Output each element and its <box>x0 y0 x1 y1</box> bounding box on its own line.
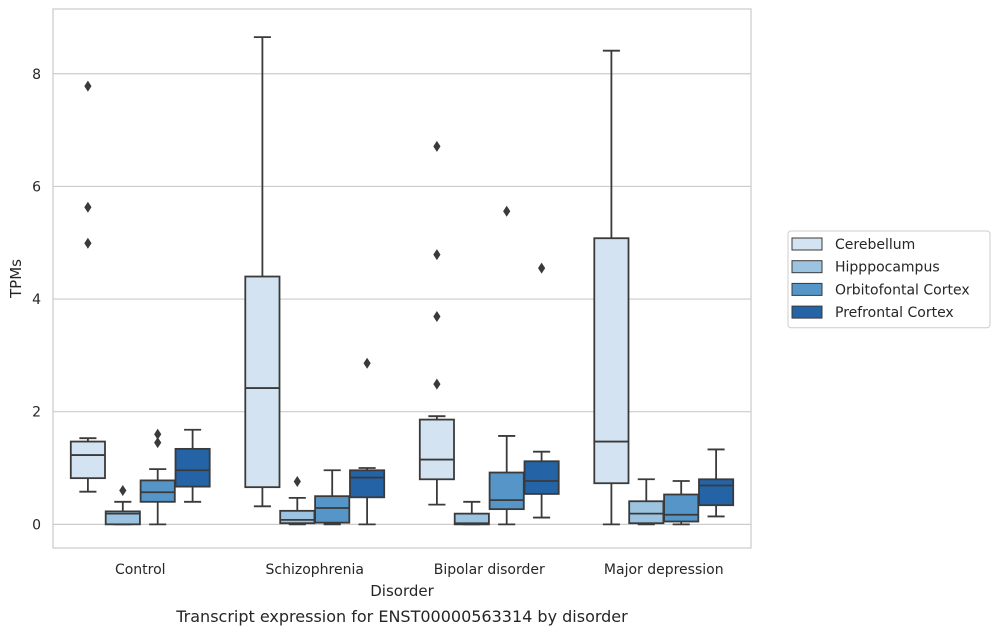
outlier-3 <box>433 140 441 152</box>
box-body <box>174 447 211 488</box>
outlier-0 <box>433 378 441 390</box>
box-body <box>349 469 386 499</box>
outlier-0 <box>503 205 511 217</box>
x-tick-label-0: Control <box>115 562 166 578</box>
outlier-0 <box>363 357 371 369</box>
legend-swatch-2 <box>791 282 823 296</box>
legend-label-2: Orbitofontal Cortex <box>835 282 970 298</box>
legend-swatch-0 <box>791 237 823 251</box>
box-0-0 <box>69 80 106 493</box>
box-0-1 <box>244 36 281 508</box>
legend-label-0: Cerebellum <box>835 237 915 253</box>
y-tick-label-3: 6 <box>32 179 41 195</box>
box-1-2 <box>453 500 490 526</box>
box-2-1 <box>314 469 351 526</box>
outlier-0 <box>293 476 301 488</box>
x-tick-label-3: Major depression <box>604 562 724 578</box>
box-body <box>279 509 316 525</box>
box-series <box>69 36 735 526</box>
box-body <box>418 418 455 481</box>
y-axis-label: TPMs <box>7 259 25 299</box>
box-0-3 <box>593 49 630 526</box>
legend-label-3: Prefrontal Cortex <box>835 305 954 321</box>
outlier-1 <box>433 311 441 323</box>
y-tick-label-0: 0 <box>32 517 41 533</box>
x-axis-label: Disorder <box>370 582 434 600</box>
box-3-0 <box>174 428 211 503</box>
y-tick-label-1: 2 <box>32 405 41 421</box>
box-3-3 <box>698 448 735 518</box>
outlier-1 <box>84 201 92 213</box>
y-axis-ticks: 0 2 4 6 8 <box>32 67 41 534</box>
x-axis-ticks: Control Schizophrenia Bipolar disorder Majo… <box>115 562 724 578</box>
chart-caption: Transcript expression for ENST0000056331… <box>175 607 628 626</box>
box-3-1 <box>349 357 386 526</box>
outlier-0 <box>538 262 546 274</box>
outlier-1 <box>154 428 162 440</box>
x-tick-label-1: Schizophrenia <box>266 562 364 578</box>
y-tick-label-2: 4 <box>32 292 41 308</box>
legend-frame <box>787 230 991 329</box>
box-1-0 <box>104 485 141 526</box>
outlier-0 <box>119 485 127 497</box>
legend-label-1: Hipppocampus <box>835 260 940 276</box>
box-2-3 <box>663 480 700 526</box>
box-body <box>698 478 735 507</box>
y-tick-label-4: 8 <box>32 67 41 83</box>
box-0-2 <box>418 140 455 506</box>
plot-frame <box>52 8 752 549</box>
legend-swatch-3 <box>791 305 823 319</box>
box-body <box>663 493 700 523</box>
outlier-2 <box>84 80 92 92</box>
box-body <box>69 440 106 480</box>
gridlines <box>53 73 751 525</box>
legend: Cerebellum Hipppocampus Orbitofontal Corte… <box>787 230 991 329</box>
legend-swatch-1 <box>791 260 823 274</box>
box-3-2 <box>523 262 560 519</box>
box-2-0 <box>139 428 176 526</box>
outlier-0 <box>154 437 162 449</box>
box-body <box>139 479 176 503</box>
box-body <box>488 471 525 511</box>
box-body <box>628 500 665 525</box>
box-body <box>244 275 281 489</box>
box-body <box>523 460 560 495</box>
box-body <box>453 512 490 526</box>
box-body <box>593 237 630 485</box>
box-body <box>314 495 351 524</box>
x-tick-label-2: Bipolar disorder <box>434 562 545 578</box>
outlier-0 <box>84 237 92 249</box>
box-2-2 <box>488 205 525 526</box>
outlier-2 <box>433 249 441 261</box>
box-body <box>104 510 141 526</box>
box-1-1 <box>279 476 316 526</box>
